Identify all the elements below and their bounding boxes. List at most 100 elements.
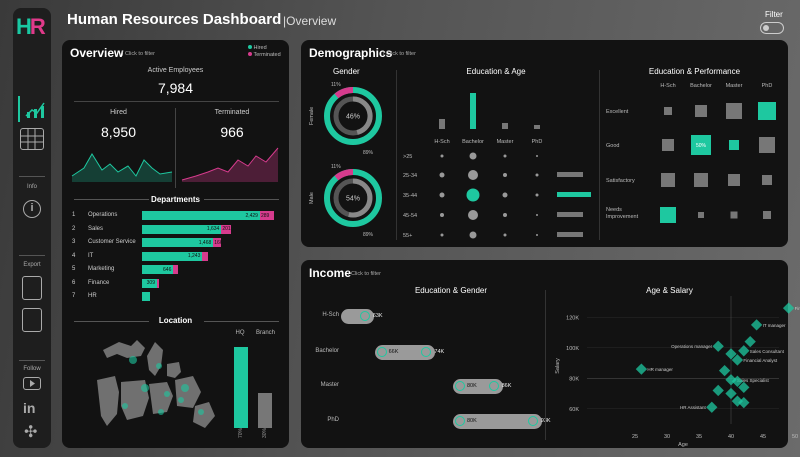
department-hired-bar: 646 — [142, 265, 174, 274]
terminated-label: Terminated — [214, 109, 250, 116]
salary-point — [731, 354, 744, 366]
department-hired-value: 1,634 — [206, 226, 220, 232]
y-tick-label: 60K — [569, 407, 579, 413]
overview-nav-icon[interactable] — [18, 96, 46, 122]
department-rank: 3 — [72, 239, 76, 245]
edu-level-label: Master — [497, 139, 514, 145]
edu-age-bubble — [440, 213, 444, 217]
department-name: Customer Service — [88, 239, 136, 245]
perf-level-label: Needs — [606, 207, 622, 213]
perf-cell — [759, 137, 775, 153]
department-name: IT — [88, 252, 94, 259]
edu-age-chart[interactable]: H-Sch Bachelor Master PhD >25 25-34 35-44 45-54… — [398, 67, 593, 242]
edu-age-bubble — [503, 154, 507, 158]
perf-cell — [662, 139, 674, 151]
perf-cell — [695, 105, 707, 117]
department-row[interactable]: 7 HR — [62, 291, 289, 303]
income-row[interactable]: Bachelor 66K 74K — [301, 344, 551, 362]
department-hired-bar — [142, 292, 150, 301]
male-income-value: 63K — [372, 312, 383, 319]
male-marker — [421, 347, 432, 357]
income-row-label: Master — [320, 382, 339, 388]
perf-highlight-value: 50% — [696, 143, 707, 149]
department-rank: 2 — [72, 225, 76, 232]
gender-donut-male[interactable]: 54% 11% 89% Male — [301, 160, 391, 240]
perf-cell — [726, 103, 742, 119]
info-section-label: Info — [26, 184, 37, 190]
edu-perf-chart[interactable]: H-Sch Bachelor Master PhD Excellent Good Satis… — [601, 67, 788, 242]
edu-count-bar — [470, 93, 476, 129]
edu-age-bubble — [535, 173, 539, 177]
department-row[interactable]: 5 Marketing 646 — [62, 264, 289, 276]
linkedin-icon[interactable]: in — [23, 400, 36, 416]
edu-level-label: PhD — [532, 139, 543, 145]
department-row[interactable]: 1 Operations 2,429 289 — [62, 210, 289, 222]
department-rank: 4 — [72, 252, 76, 259]
department-hired-value: 646 — [163, 266, 172, 273]
edu-age-bubble — [439, 192, 445, 198]
y-axis-label: Salary — [555, 358, 561, 374]
donut-inner-segment — [352, 96, 373, 135]
overview-panel: Overview | Click to filter Hired Termina… — [62, 40, 289, 448]
y-tick-label: 120K — [566, 315, 579, 321]
x-tick-label: 50 — [792, 434, 798, 440]
perf-level-label: Satisfactory — [606, 178, 635, 184]
department-row[interactable]: 3 Customer Service 1,468 166 — [62, 237, 289, 249]
edu-age-bubble — [440, 233, 444, 237]
donut-center-value: 54% — [346, 196, 360, 203]
active-employees-label: Active Employees — [147, 67, 204, 74]
age-group-label: 45-54 — [403, 213, 417, 219]
demographics-title: Demographics — [309, 46, 393, 60]
income-row[interactable]: PhD80K93K — [301, 413, 551, 431]
hired-value: 8,950 — [100, 124, 137, 140]
department-hired-bar: 1,468 — [142, 238, 214, 247]
donut-outer-top-value: 11% — [331, 82, 341, 88]
export-pdf-icon[interactable] — [22, 308, 42, 332]
edu-count-bar — [534, 125, 540, 129]
department-rank: 5 — [72, 266, 76, 272]
perf-cell — [661, 173, 675, 187]
age-salary-scatter[interactable]: 120K 100K 80K 60K 25 30 35 40 45 50 Salary Age Finan… — [551, 296, 800, 448]
age-group-label: >25 — [403, 154, 412, 160]
donut-outer-bottom-value: 89% — [363, 232, 374, 238]
export-image-icon[interactable] — [22, 276, 42, 300]
salary-point — [731, 375, 744, 387]
location-bar-label: HQ — [235, 330, 245, 336]
table-nav-icon[interactable] — [20, 128, 44, 150]
salary-point — [635, 363, 648, 375]
donut-outer-bottom-value: 89% — [363, 150, 374, 156]
terminated-value: 966 — [220, 124, 244, 140]
income-edu-gender-chart[interactable]: H-Sch 63K Bachelor 66K 74K Master 80K 86K PhD 80K… — [301, 300, 551, 445]
male-marker — [359, 311, 370, 321]
income-row[interactable]: H-Sch 63K — [301, 308, 551, 326]
youtube-icon[interactable] — [23, 377, 41, 390]
filter-toggle[interactable] — [760, 22, 784, 34]
department-row[interactable]: 6 Finance 309 — [62, 278, 289, 290]
perf-level-label: Good — [606, 143, 619, 149]
department-terminated-value: 201 — [222, 226, 231, 232]
age-group-label: 55+ — [403, 233, 412, 239]
sidebar: HR Info i Export Follow in ✣ — [13, 8, 51, 448]
location-bar — [258, 393, 272, 428]
perf-cell — [729, 140, 739, 150]
edu-age-bubble — [502, 192, 508, 198]
age-group-label: 25-34 — [403, 173, 417, 179]
location-map[interactable] — [97, 336, 217, 436]
department-terminated-bar — [173, 265, 178, 274]
perf-cell — [758, 102, 776, 120]
tableau-icon[interactable]: ✣ — [24, 424, 38, 441]
location-bar-label: Branch — [256, 330, 276, 336]
salary-point — [712, 384, 724, 397]
gender-donut-female[interactable]: 46% 11% 89% Female — [301, 78, 391, 158]
department-hired-bar: 309 — [142, 278, 157, 288]
income-row[interactable]: Master 80K 86K — [301, 378, 551, 396]
location-bar-pct: 30% — [262, 428, 268, 439]
department-hired-bar: 1,634 — [142, 224, 222, 234]
department-row[interactable]: 2 Sales 1,634 201 — [62, 224, 289, 236]
edu-age-bubble — [535, 193, 539, 197]
info-icon[interactable]: i — [23, 200, 41, 218]
export-section-label: Export — [23, 262, 41, 268]
department-row[interactable]: 4 IT 1,243 — [62, 251, 289, 263]
x-axis-label: Age — [678, 442, 688, 448]
income-range-pill — [453, 414, 542, 429]
